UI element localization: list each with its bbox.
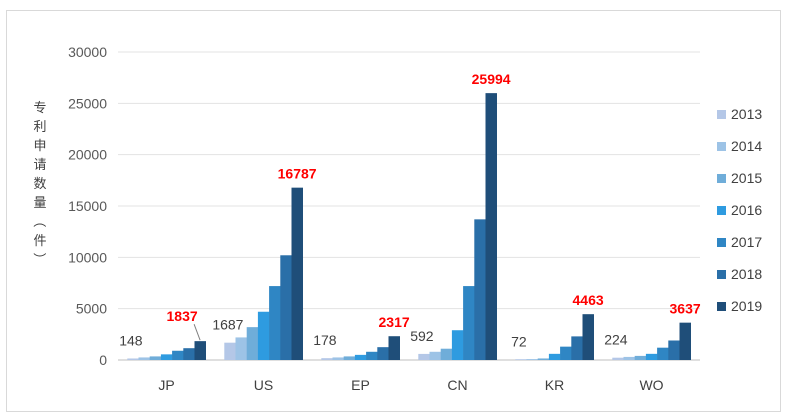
legend-label: 2019 xyxy=(731,298,762,314)
data-label-last: 25994 xyxy=(472,71,511,87)
x-tick-label: KR xyxy=(545,377,564,393)
bar xyxy=(224,342,236,360)
legend-swatch xyxy=(717,206,726,215)
bar xyxy=(560,346,572,360)
legend-label: 2017 xyxy=(731,234,762,250)
legend-swatch xyxy=(717,270,726,279)
y-tick-label: 0 xyxy=(99,352,107,368)
bar xyxy=(172,350,184,360)
legend-label: 2014 xyxy=(731,138,762,154)
bar xyxy=(366,351,378,360)
y-axis-label-char: （ xyxy=(32,214,47,227)
y-tick-label: 15000 xyxy=(68,198,107,214)
bar xyxy=(388,336,400,360)
x-tick-label: WO xyxy=(639,377,663,393)
legend-label: 2018 xyxy=(731,266,762,282)
bar xyxy=(623,356,635,360)
data-label-last: 2317 xyxy=(379,314,410,330)
bar xyxy=(280,255,292,360)
y-tick-label: 5000 xyxy=(76,301,107,317)
y-axis-label-char: 件 xyxy=(33,233,46,248)
bar xyxy=(657,347,669,360)
legend-label: 2015 xyxy=(731,170,762,186)
gridlines xyxy=(118,51,700,361)
data-label-first: 592 xyxy=(410,328,434,344)
legend-swatch xyxy=(717,110,726,119)
bar xyxy=(149,356,162,360)
bar xyxy=(269,286,281,360)
bar xyxy=(377,347,389,360)
data-label-last: 4463 xyxy=(573,292,604,308)
bar xyxy=(194,341,206,360)
y-axis-label-char: 数 xyxy=(33,176,46,191)
bar xyxy=(612,357,624,360)
data-label-first: 72 xyxy=(511,333,527,349)
x-tick-label: JP xyxy=(158,377,174,393)
bar xyxy=(321,358,333,360)
bar xyxy=(138,357,150,360)
bar xyxy=(127,358,139,360)
y-axis-label-char: 利 xyxy=(33,119,46,134)
bar xyxy=(526,359,538,360)
bar xyxy=(668,340,680,360)
bar xyxy=(235,337,247,360)
bar xyxy=(582,314,594,360)
bar xyxy=(418,353,430,360)
legend-swatch xyxy=(717,302,726,311)
bar xyxy=(332,357,344,360)
bar xyxy=(160,354,173,360)
bar xyxy=(679,322,691,360)
y-tick-label: 25000 xyxy=(68,95,107,111)
data-label-last: 3637 xyxy=(670,301,701,317)
data-label-first: 224 xyxy=(604,332,628,348)
x-tick-label: US xyxy=(254,377,273,393)
y-axis-label-char: 量 xyxy=(33,195,46,210)
bar xyxy=(343,356,356,360)
bars xyxy=(127,93,691,360)
bar xyxy=(451,330,464,360)
legend-label: 2016 xyxy=(731,202,762,218)
y-axis-label-char: ） xyxy=(32,252,47,265)
data-label-last: 16787 xyxy=(278,166,317,182)
bar xyxy=(463,286,475,360)
y-axis-label-char: 申 xyxy=(33,138,46,153)
bar xyxy=(429,351,441,360)
bar xyxy=(485,93,497,360)
bar xyxy=(183,348,195,360)
data-label-first: 178 xyxy=(313,332,337,348)
y-axis-label-char: 专 xyxy=(33,100,46,115)
data-label-first: 148 xyxy=(119,332,143,348)
x-tick-label: CN xyxy=(447,377,467,393)
bar xyxy=(354,354,367,360)
y-axis-label-char: 请 xyxy=(33,157,46,172)
bar xyxy=(257,311,270,360)
legend-swatch xyxy=(717,174,726,183)
bar xyxy=(548,353,561,360)
legend-swatch xyxy=(717,142,726,151)
data-label-first: 1687 xyxy=(212,317,243,333)
x-tick-labels: JP US EP CN KR WO xyxy=(158,377,663,393)
bar xyxy=(634,355,647,360)
x-tick-label: EP xyxy=(351,377,370,393)
legend-swatch xyxy=(717,238,726,247)
bar xyxy=(645,353,658,360)
y-tick-label: 30000 xyxy=(68,44,107,60)
data-label-last: 1837 xyxy=(167,308,198,324)
y-tick-label: 10000 xyxy=(68,249,107,265)
y-tick-labels: 0 5000 10000 15000 20000 25000 30000 xyxy=(68,44,107,368)
y-tick-label: 20000 xyxy=(68,147,107,163)
legend-label: 2013 xyxy=(731,106,762,122)
bar xyxy=(537,358,550,360)
leader-line xyxy=(193,323,201,341)
bar xyxy=(474,219,486,360)
bar xyxy=(291,187,303,360)
bar xyxy=(571,336,583,360)
bar xyxy=(515,359,527,360)
legend: 2013 2014 2015 2016 2017 2018 2019 xyxy=(717,106,762,314)
bar xyxy=(246,327,259,360)
bar xyxy=(440,348,453,360)
